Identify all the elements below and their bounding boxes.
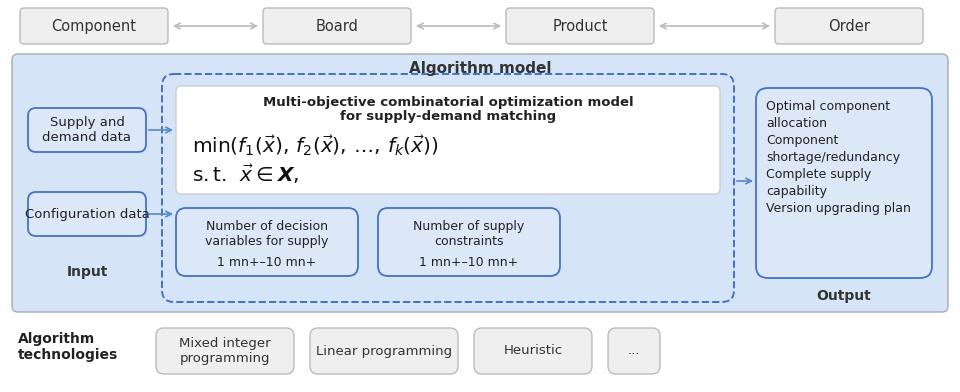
Text: Configuration data: Configuration data bbox=[25, 207, 150, 221]
FancyBboxPatch shape bbox=[310, 328, 458, 374]
FancyBboxPatch shape bbox=[378, 208, 560, 276]
Text: Optimal component: Optimal component bbox=[766, 100, 890, 113]
Text: Version upgrading plan: Version upgrading plan bbox=[766, 201, 911, 214]
Text: Complete supply: Complete supply bbox=[766, 167, 872, 180]
Text: Algorithm model: Algorithm model bbox=[409, 60, 551, 76]
Text: Mixed integer
programming: Mixed integer programming bbox=[180, 337, 271, 365]
FancyBboxPatch shape bbox=[756, 88, 932, 278]
Text: allocation: allocation bbox=[766, 116, 827, 129]
FancyBboxPatch shape bbox=[156, 328, 294, 374]
FancyBboxPatch shape bbox=[28, 108, 146, 152]
Text: constraints: constraints bbox=[434, 234, 504, 247]
FancyBboxPatch shape bbox=[28, 192, 146, 236]
Text: Input: Input bbox=[66, 265, 108, 279]
FancyBboxPatch shape bbox=[608, 328, 660, 374]
FancyBboxPatch shape bbox=[20, 8, 168, 44]
Text: $\mathrm{s.t.}\;\, \vec{x} \in \boldsymbol{X},$: $\mathrm{s.t.}\;\, \vec{x} \in \boldsymb… bbox=[192, 162, 299, 186]
FancyBboxPatch shape bbox=[263, 8, 411, 44]
FancyBboxPatch shape bbox=[176, 208, 358, 276]
Text: shortage/redundancy: shortage/redundancy bbox=[766, 151, 900, 163]
Text: $\mathrm{min}(f_1(\vec{x}),\, f_2(\vec{x}),\, \ldots,\, f_k(\vec{x}))$: $\mathrm{min}(f_1(\vec{x}),\, f_2(\vec{x… bbox=[192, 134, 439, 158]
Text: Multi-objective combinatorial optimization model: Multi-objective combinatorial optimizati… bbox=[263, 96, 634, 109]
Text: Heuristic: Heuristic bbox=[503, 345, 563, 358]
Text: 1 mn+–10 mn+: 1 mn+–10 mn+ bbox=[420, 256, 518, 269]
Text: ...: ... bbox=[628, 345, 640, 358]
Text: Linear programming: Linear programming bbox=[316, 345, 452, 358]
Text: Algorithm
technologies: Algorithm technologies bbox=[18, 332, 118, 362]
Text: Board: Board bbox=[316, 18, 358, 33]
Text: for supply-demand matching: for supply-demand matching bbox=[340, 109, 556, 123]
Text: capability: capability bbox=[766, 185, 827, 198]
Text: Product: Product bbox=[552, 18, 608, 33]
Text: 1 mn+–10 mn+: 1 mn+–10 mn+ bbox=[217, 256, 317, 269]
FancyBboxPatch shape bbox=[775, 8, 923, 44]
FancyBboxPatch shape bbox=[474, 328, 592, 374]
Text: Component: Component bbox=[766, 134, 838, 147]
Text: variables for supply: variables for supply bbox=[205, 234, 328, 247]
Text: Output: Output bbox=[817, 289, 872, 303]
Text: Number of decision: Number of decision bbox=[206, 220, 328, 232]
FancyBboxPatch shape bbox=[12, 54, 948, 312]
Text: Number of supply: Number of supply bbox=[414, 220, 524, 232]
Text: Order: Order bbox=[828, 18, 870, 33]
FancyBboxPatch shape bbox=[506, 8, 654, 44]
FancyBboxPatch shape bbox=[176, 86, 720, 194]
Text: Supply and
demand data: Supply and demand data bbox=[42, 116, 132, 144]
Text: Component: Component bbox=[52, 18, 136, 33]
